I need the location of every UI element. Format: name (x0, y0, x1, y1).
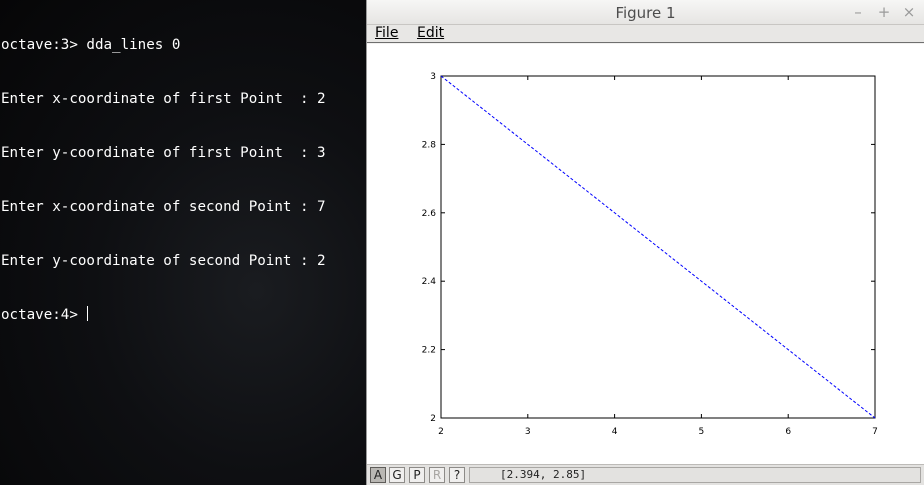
menu-edit-label: Edit (417, 25, 445, 41)
y-tick-label: 2.2 (422, 346, 436, 356)
x-tick-label: 3 (525, 427, 531, 437)
terminal-line: Enter x-coordinate of first Point : 2 (1, 91, 326, 107)
pan-button[interactable]: P (409, 467, 425, 483)
terminal-line: Enter y-coordinate of first Point : 3 (1, 145, 326, 161)
terminal-output: octave:3> dda_lines 0 Enter x-coordinate… (1, 0, 326, 360)
terminal-line: Enter y-coordinate of second Point : 2 (1, 253, 326, 269)
menu-file-label: File (375, 25, 399, 41)
terminal-prompt-line[interactable]: octave:4> (1, 306, 326, 324)
plot-canvas[interactable]: 2 3 4 5 6 7 2 2.2 2.4 2.6 2.8 3 (367, 44, 924, 464)
title-bar[interactable]: Figure 1 – + × (367, 0, 924, 25)
terminal-window[interactable]: octave:3> dda_lines 0 Enter x-coordinate… (0, 0, 366, 485)
rotate-button[interactable]: R (429, 467, 445, 483)
grid-toggle-button[interactable]: G (389, 467, 405, 483)
line-chart[interactable]: 2 3 4 5 6 7 2 2.2 2.4 2.6 2.8 3 (367, 44, 924, 464)
figure-window: Figure 1 – + × File Edit 2 3 4 5 6 7 2 2.2 2.4 2.… (366, 0, 924, 485)
x-tick-label: 5 (699, 427, 705, 437)
autoscale-button[interactable]: A (370, 467, 386, 483)
window-title: Figure 1 (615, 4, 676, 22)
menu-bar: File Edit (367, 25, 924, 43)
maximize-button[interactable]: + (877, 3, 891, 21)
menu-file[interactable]: File (375, 25, 398, 41)
x-tick-label: 4 (612, 427, 618, 437)
help-button[interactable]: ? (449, 467, 465, 483)
close-button[interactable]: × (902, 3, 916, 21)
coordinate-readout: [2.394, 2.85] (469, 467, 921, 483)
data-line[interactable] (440, 75, 876, 419)
y-tick-label: 2.8 (422, 140, 437, 150)
terminal-line: Enter x-coordinate of second Point : 7 (1, 199, 326, 215)
status-bar: A G P R ? [2.394, 2.85] (367, 464, 924, 485)
terminal-line: octave:3> dda_lines 0 (1, 37, 181, 53)
minimize-button[interactable]: – (854, 3, 862, 21)
x-tick-label: 6 (785, 427, 791, 437)
menu-edit[interactable]: Edit (417, 25, 444, 41)
y-tick-label: 2 (430, 414, 436, 424)
y-tick-label: 3 (430, 72, 436, 82)
y-tick-label: 2.4 (422, 277, 437, 287)
x-tick-label: 2 (438, 427, 444, 437)
x-tick-label: 7 (872, 427, 878, 437)
terminal-prompt: octave:4> (1, 307, 87, 323)
axes-box (440, 75, 876, 419)
text-cursor (87, 306, 89, 321)
y-tick-label: 2.6 (422, 209, 437, 219)
